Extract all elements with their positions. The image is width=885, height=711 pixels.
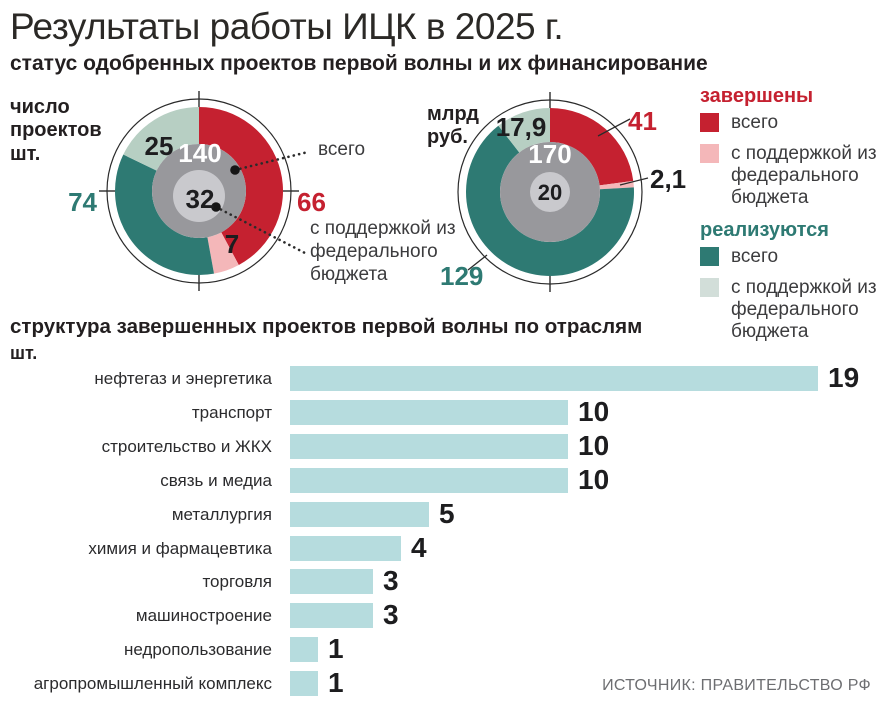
bar-chart-title: структура завершенных проектов первой во…: [10, 315, 643, 338]
bar: [290, 434, 568, 459]
donut-segment: [207, 232, 239, 274]
bar-chart-unit: шт.: [10, 343, 38, 363]
bar-category-label: машиностроение: [135, 606, 272, 625]
bar-category-label: строительство и ЖКХ: [101, 437, 272, 456]
legend-active-title: реализуются: [700, 219, 829, 241]
bar-row: торговля 3: [0, 565, 885, 596]
money-center-support-value: 20: [537, 180, 563, 205]
projects-active-support-value: 25: [144, 131, 174, 161]
legend-item-active-support: с поддержкой из федерального бюджета: [700, 277, 885, 343]
source-note: ИСТОЧНИК: ПРАВИТЕЛЬСТВО РФ: [602, 677, 871, 694]
bar: [290, 366, 818, 391]
bar-value: 19: [828, 362, 860, 393]
bar-row: металлургия 5: [0, 498, 885, 529]
bar-category-label: агропромышленный комплекс: [33, 674, 272, 693]
bar-value: 10: [578, 430, 610, 461]
projects-completed-total-value: 66: [297, 187, 326, 217]
projects-completed-support-value: 7: [224, 229, 240, 259]
bar: [290, 468, 568, 493]
legend-item-label: всего: [731, 246, 779, 267]
bar-row: связь и медиа 10: [0, 464, 885, 495]
bar: [290, 502, 429, 527]
projects-active-total-value: 74: [68, 187, 97, 217]
donut-segment: [123, 107, 199, 171]
bar-row: строительство и ЖКХ 10: [0, 430, 885, 461]
donut-segment: [498, 108, 550, 153]
projects-center-total-value: 140: [178, 138, 222, 168]
donut-segment: [550, 108, 634, 186]
bar: [290, 400, 568, 425]
bar: [290, 536, 401, 561]
page-title: Результаты работы ИЦК в 2025 г.: [10, 6, 564, 47]
donut-segment: [114, 154, 214, 275]
callout-total-label: всего: [318, 139, 366, 160]
projects-donut-chart: [79, 71, 319, 311]
legend-item-completed-total: всего: [700, 112, 885, 134]
projects-center-support-value: 32: [185, 184, 215, 214]
legend-item-label: с поддержкой из федерального бюджета: [731, 143, 877, 208]
money-donut-unit-label: млрд руб.: [427, 103, 479, 149]
bar: [290, 569, 373, 594]
leader-line: [214, 205, 307, 255]
bar-value: 10: [578, 464, 610, 495]
money-completed-support-value: 2,1: [650, 164, 687, 194]
leader-dot: [211, 202, 221, 212]
bar-value: 5: [439, 498, 455, 529]
active-total-swatch: [700, 247, 719, 266]
bar-row: машиностроение 3: [0, 599, 885, 630]
bar-category-label: транспорт: [191, 403, 272, 422]
bar-value: 1: [328, 633, 344, 664]
bar-value: 3: [383, 599, 399, 630]
bar-row: транспорт 10: [0, 396, 885, 427]
page-subtitle: статус одобренных проектов первой волны …: [10, 52, 708, 75]
bar: [290, 671, 318, 696]
leader-line: [233, 150, 310, 172]
bar-value: 4: [411, 532, 427, 563]
legend-item-label: с поддержкой из федерального бюджета: [731, 277, 877, 342]
completed-total-swatch: [700, 113, 719, 132]
bar-value: 3: [383, 565, 399, 596]
bar-value: 1: [328, 667, 344, 698]
bar-category-label: нефтегаз и энергетика: [94, 369, 272, 388]
leader-dot: [230, 165, 240, 175]
leader-line: [619, 177, 649, 186]
bar-row: нефтегаз и энергетика 19: [0, 362, 885, 393]
money-active-total-value: 129: [440, 261, 484, 291]
legend: завершены всего с поддержкой из федераль…: [700, 84, 885, 352]
projects-donut-svg: [99, 91, 310, 291]
active-support-swatch: [700, 278, 719, 297]
donut-segment: [599, 180, 634, 190]
bar: [290, 603, 373, 628]
legend-item-label: всего: [731, 112, 779, 133]
projects-donut-unit-label: число проектов шт.: [10, 96, 102, 165]
bar-category-label: торговля: [202, 572, 272, 591]
bar-category-label: химия и фармацевтика: [88, 539, 272, 558]
legend-item-completed-support: с поддержкой из федерального бюджета: [700, 143, 885, 209]
bar: [290, 637, 318, 662]
donut-segment: [466, 125, 634, 276]
completed-support-swatch: [700, 144, 719, 163]
money-active-support-value: 17,9: [495, 112, 547, 142]
bar-row: химия и фармацевтика 4: [0, 532, 885, 563]
leader-line: [597, 118, 631, 137]
bar-category-label: недропользование: [123, 640, 272, 659]
bar-category-label: металлургия: [171, 505, 272, 524]
bar-row: недропользование 1: [0, 633, 885, 664]
bar-category-label: связь и медиа: [160, 471, 272, 490]
legend-completed-title: завершены: [700, 85, 814, 107]
money-completed-total-value: 41: [628, 106, 657, 136]
bar-value: 10: [578, 396, 610, 427]
leader-line: [467, 254, 488, 271]
money-donut-chart: [430, 72, 670, 312]
money-center-total-value: 170: [528, 139, 572, 169]
bar-row: агропромышленный комплекс 1: [0, 667, 885, 698]
money-donut-svg: [457, 92, 649, 292]
callout-support-label: с поддержкой из федерального бюджета: [310, 218, 456, 285]
donut-center-support-circle: [530, 172, 570, 212]
donut-segment: [199, 107, 284, 265]
legend-item-active-total: всего: [700, 246, 885, 268]
